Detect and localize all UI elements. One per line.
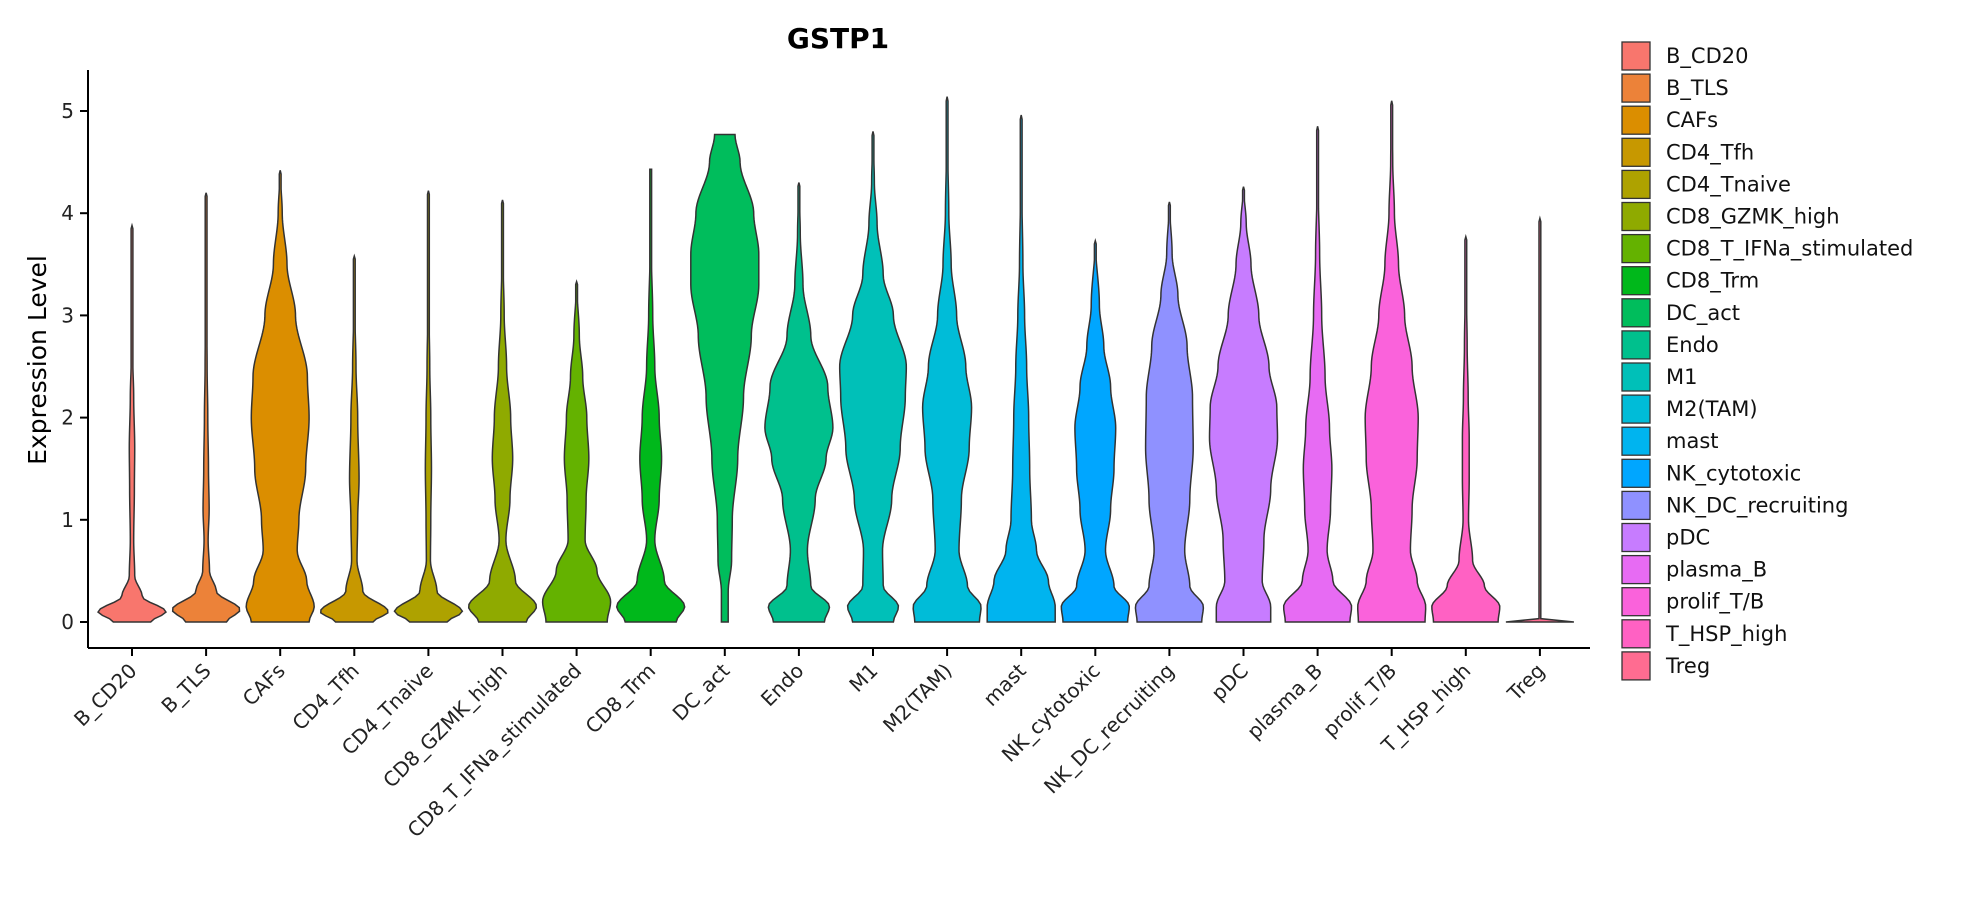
legend-swatch — [1621, 169, 1651, 200]
legend-swatch — [1621, 554, 1651, 585]
violin-B_CD20 — [97, 222, 167, 623]
legend-label: prolif_T/B — [1666, 590, 1764, 615]
y-tick-label: 0 — [61, 610, 74, 634]
x-tick-label: mast — [978, 658, 1030, 710]
violin-mast — [986, 114, 1056, 623]
legend-label: M1 — [1666, 365, 1697, 389]
violin-pDC — [1208, 186, 1279, 623]
legend-label: Treg — [1665, 654, 1710, 678]
legend-label: NK_DC_recruiting — [1666, 493, 1848, 518]
legend-label: pDC — [1666, 526, 1710, 550]
violin-Treg — [1505, 215, 1574, 623]
violin-CD8_Trm — [615, 168, 686, 623]
legend-swatch — [1621, 522, 1651, 553]
violin-DC_act — [690, 133, 760, 623]
legend-swatch — [1621, 394, 1651, 424]
legend-label: CAFs — [1666, 108, 1718, 132]
x-tick-label: M2(TAM) — [878, 659, 957, 738]
legend-label: DC_act — [1666, 301, 1740, 326]
legend-label: M2(TAM) — [1666, 397, 1758, 421]
legend-label: Endo — [1666, 333, 1719, 357]
x-tick-label: Treg — [1502, 659, 1549, 706]
legend-label: CD4_Tfh — [1666, 140, 1754, 165]
legend-label: B_CD20 — [1666, 44, 1748, 69]
violin-CD8_T_IFNa_stimulated — [541, 279, 612, 623]
legend-swatch — [1621, 362, 1651, 392]
x-tick-label: CD4_Tfh — [287, 659, 363, 735]
legend-label: CD8_T_IFNa_stimulated — [1666, 237, 1913, 262]
legend-label: CD8_GZMK_high — [1666, 205, 1840, 230]
violin-CD8_GZMK_high — [467, 199, 538, 623]
legend-swatch — [1621, 330, 1651, 360]
violin-NK_cytotoxic — [1060, 238, 1131, 623]
legend-swatch — [1621, 105, 1651, 135]
y-tick-label: 1 — [61, 508, 74, 532]
violin-B_TLS — [171, 192, 241, 623]
x-tick-label: M1 — [844, 659, 882, 697]
y-axis-label: Expression Level — [23, 255, 52, 465]
violin-NK_DC_recruiting — [1134, 201, 1205, 623]
legend-swatch — [1621, 619, 1651, 649]
legend-swatch — [1621, 490, 1651, 521]
legend-label: CD4_Tnaive — [1666, 172, 1791, 197]
legend-swatch — [1621, 426, 1651, 456]
legend-swatch — [1621, 233, 1651, 264]
legend-swatch — [1621, 201, 1651, 232]
legend-label: mast — [1666, 429, 1719, 453]
legend-label: NK_cytotoxic — [1666, 461, 1801, 486]
legend-label: CD8_Trm — [1666, 269, 1759, 294]
legend-label: plasma_B — [1666, 558, 1767, 583]
x-tick-label: CD8_Trm — [581, 659, 661, 739]
legend-swatch — [1621, 41, 1651, 71]
x-tick-label: Endo — [756, 659, 809, 712]
legend-swatch — [1621, 651, 1651, 681]
x-tick-label: pDC — [1206, 659, 1253, 706]
violin-CAFs — [245, 170, 315, 623]
violin-M2(TAM) — [912, 96, 982, 623]
legend-label: T_HSP_high — [1665, 622, 1787, 647]
legend: B_CD20 B_TLS CAFs CD4_Tfh CD4_Tnaive CD8_GZMK… — [1621, 41, 1913, 681]
violin-CD4_Tnaive — [393, 190, 464, 623]
x-tick-label: CAFs — [238, 659, 290, 711]
x-tick-label: DC_act — [668, 658, 735, 725]
violin-M1 — [838, 131, 908, 623]
x-tick-label: B_TLS — [156, 659, 215, 718]
chart-title: GSTP1 — [787, 22, 889, 55]
violin-T_HSP_high — [1431, 233, 1501, 623]
x-tick-label: plasma_B — [1242, 659, 1327, 744]
legend-swatch — [1621, 298, 1651, 328]
legend-swatch — [1621, 587, 1651, 617]
violin-CD4_Tfh — [319, 253, 389, 623]
violin-Endo — [764, 182, 834, 623]
legend-label: B_TLS — [1666, 76, 1729, 101]
x-tick-label: B_CD20 — [69, 659, 142, 732]
x-tick-label: NK_DC_recruiting — [1039, 659, 1179, 799]
y-tick-label: 3 — [61, 303, 74, 327]
y-tick-label: 5 — [61, 99, 74, 123]
violin-plasma_B — [1282, 126, 1353, 623]
legend-swatch — [1621, 73, 1651, 103]
legend-swatch — [1621, 266, 1651, 296]
legend-swatch — [1621, 137, 1651, 167]
legend-swatch — [1621, 458, 1651, 488]
violin-prolif_T/B — [1356, 100, 1427, 623]
y-tick-label: 4 — [61, 201, 74, 225]
x-tick-label: CD8_GZMK_high — [378, 659, 512, 793]
y-tick-label: 2 — [61, 406, 74, 430]
